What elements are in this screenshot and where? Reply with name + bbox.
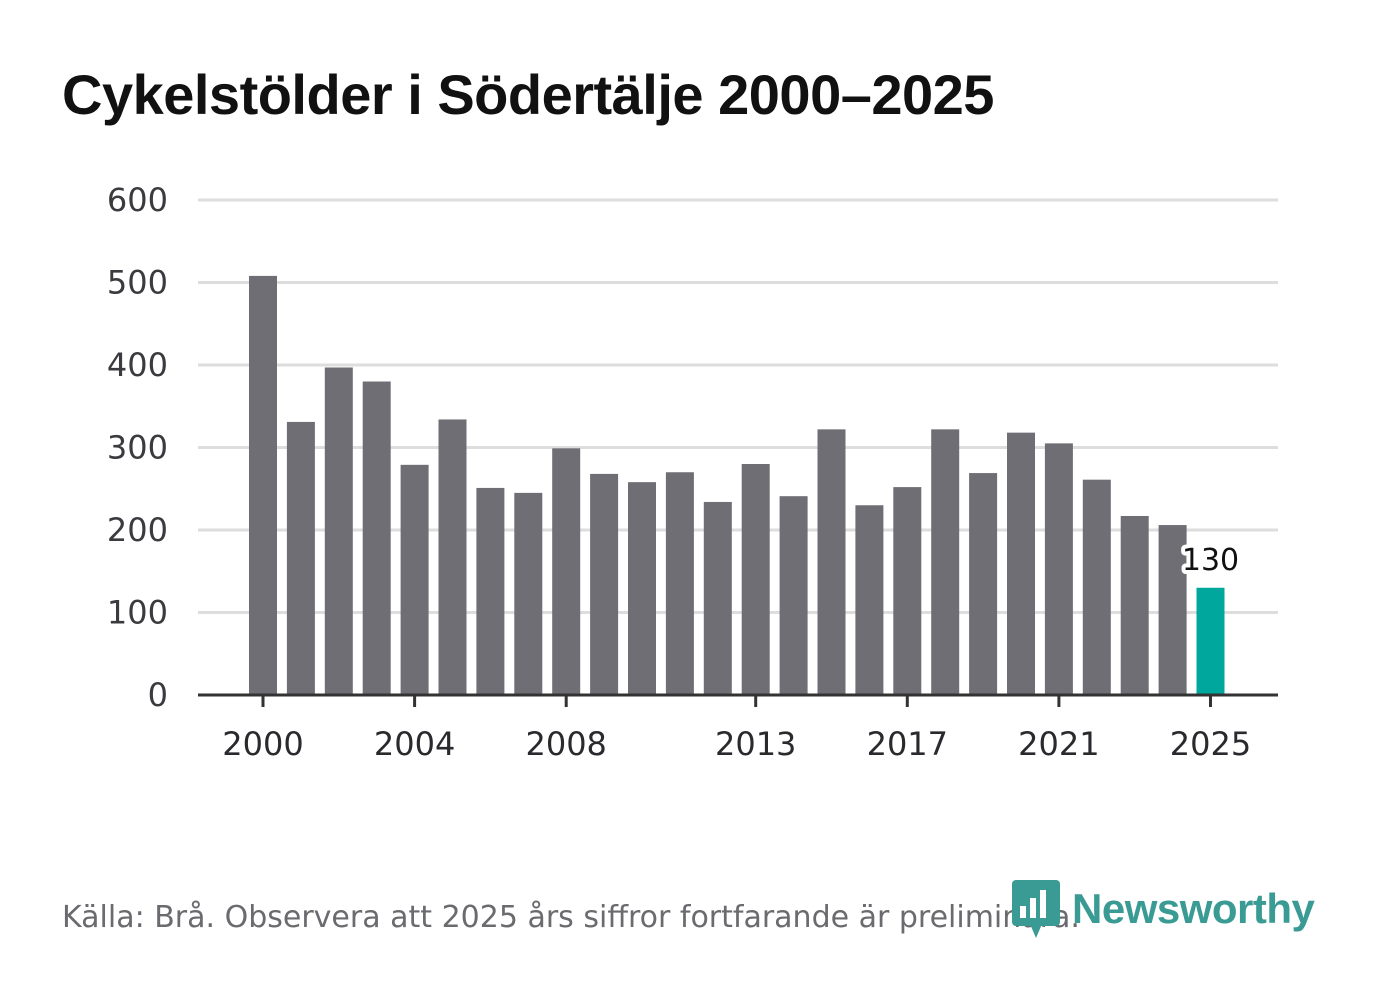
y-axis-ticks: 0 100 200 300 400 500 600	[107, 181, 168, 714]
bar-2000	[249, 275, 277, 695]
bar-2014	[779, 496, 808, 695]
gridlines	[198, 198, 1278, 614]
bar-2004	[400, 464, 429, 695]
bar-2005	[438, 419, 467, 695]
bar-2015	[817, 429, 846, 695]
y-tick-label: 400	[107, 346, 168, 384]
y-tick-label: 600	[107, 181, 168, 219]
x-tick-label: 2008	[525, 725, 606, 763]
x-tick-label: 2025	[1170, 725, 1251, 763]
y-tick-label: 100	[107, 594, 168, 632]
y-tick-label: 500	[107, 264, 168, 302]
brand-name: Newsworthy	[1072, 885, 1315, 932]
x-tick-label: 2000	[222, 725, 303, 763]
bar-2022	[1082, 479, 1111, 695]
bars	[249, 275, 1225, 695]
bar-2001	[286, 421, 315, 695]
x-tick-label: 2021	[1018, 725, 1099, 763]
x-tick-label: 2004	[374, 725, 455, 763]
bar-2003	[362, 381, 391, 695]
data-labels: 130	[1178, 539, 1243, 582]
bar-2009	[590, 473, 619, 695]
x-tick-label: 2013	[715, 725, 796, 763]
bar-2010	[628, 482, 656, 695]
y-tick-label: 200	[107, 511, 168, 549]
chart-title: Cykelstölder i Södertälje 2000–2025	[62, 63, 994, 126]
bar-2025	[1196, 587, 1225, 695]
bar-chart: 0 100 200 300 400 500 600 2000 2004 2008 2013 2017…	[107, 181, 1278, 763]
bar-2021	[1044, 443, 1073, 695]
highlight-value-label: 130	[1182, 543, 1239, 578]
bar-2023	[1120, 515, 1149, 695]
y-tick-label: 0	[148, 676, 168, 714]
bar-2018	[931, 429, 960, 695]
bar-2011	[665, 472, 694, 695]
bar-2016	[855, 505, 884, 695]
bar-2017	[893, 487, 922, 695]
bar-2013	[741, 464, 770, 695]
brand-logo: Newsworthy	[1010, 878, 1315, 940]
newsworthy-logo-icon	[1012, 880, 1060, 938]
bar-2012	[703, 501, 732, 695]
bar-2006	[476, 487, 505, 695]
bar-2008	[552, 448, 581, 695]
x-axis: 2000 2004 2008 2013 2017 2021 2025	[198, 693, 1278, 763]
bar-2024	[1158, 525, 1187, 695]
y-tick-label: 300	[107, 429, 168, 467]
x-tick-label: 2017	[867, 725, 948, 763]
bar-2020	[1007, 432, 1035, 695]
source-note: Källa: Brå. Observera att 2025 års siffr…	[62, 900, 1080, 935]
bar-2019	[969, 473, 998, 695]
bar-2002	[324, 367, 353, 695]
bar-2007	[514, 492, 543, 695]
